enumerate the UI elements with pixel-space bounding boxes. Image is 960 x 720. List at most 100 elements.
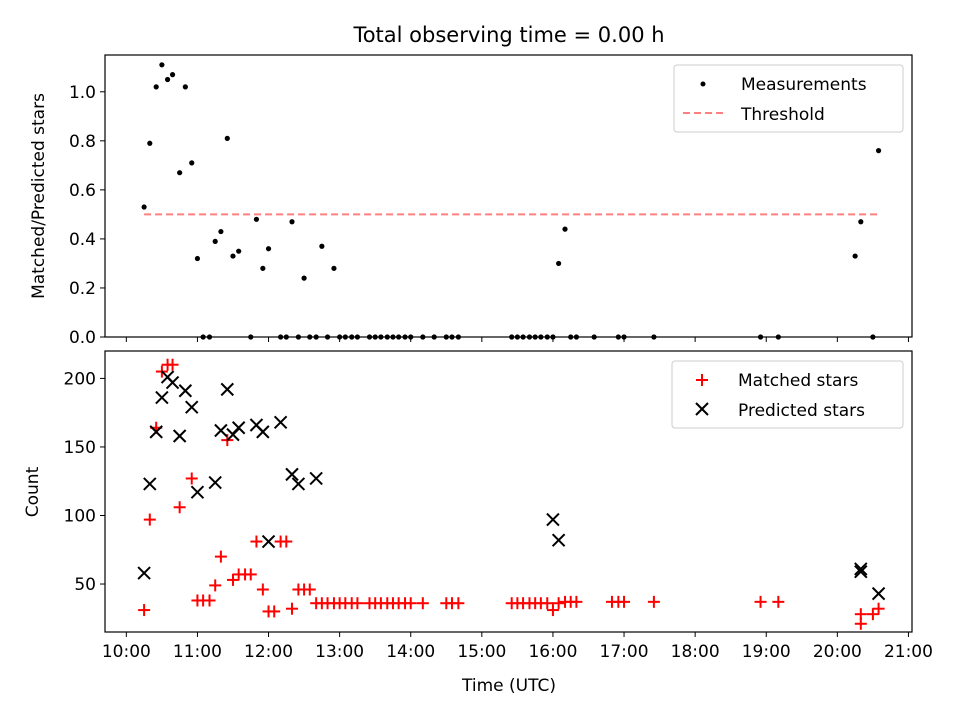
x-tick-label: 12:00 xyxy=(244,642,293,662)
chart-title: Total observing time = 0.00 h xyxy=(352,23,664,47)
bottom-y-tick-label: 50 xyxy=(74,575,96,595)
x-tick-label: 10:00 xyxy=(102,642,151,662)
measurement-point xyxy=(177,170,183,176)
predicted-star-point xyxy=(185,400,199,414)
measurement-point xyxy=(218,228,224,235)
matched-star-point xyxy=(452,597,465,610)
matched-star-point xyxy=(226,573,239,586)
predicted-star-point xyxy=(172,429,187,443)
predicted-star-point xyxy=(214,423,228,438)
x-tick-label: 19:00 xyxy=(742,642,791,662)
predicted-star-point xyxy=(309,471,323,486)
matched-star-point xyxy=(244,568,257,581)
bottom-y-axis-label: Count xyxy=(23,466,43,517)
legend-threshold-label: Threshold xyxy=(740,105,825,125)
predicted-star-point xyxy=(546,512,560,527)
measurement-point xyxy=(164,76,171,83)
legend-predicted-marker xyxy=(695,402,709,416)
measurement-point xyxy=(875,148,882,154)
measurement-point xyxy=(169,72,176,78)
predicted-star-point xyxy=(256,425,270,439)
measurement-point xyxy=(331,265,337,271)
matched-star-point xyxy=(404,597,417,610)
top-y-tick-label: 0.8 xyxy=(69,132,96,152)
predicted-star-point xyxy=(231,421,246,435)
predicted-star-point xyxy=(273,415,288,429)
matched-star-point xyxy=(280,535,293,548)
legend-predicted-label: Predicted stars xyxy=(738,401,865,421)
matched-star-point xyxy=(143,513,156,526)
measurement-point xyxy=(224,135,230,141)
x-tick-label: 21:00 xyxy=(884,642,933,662)
matched-star-point xyxy=(166,358,179,371)
predicted-star-point xyxy=(854,564,868,579)
matched-star-point xyxy=(416,597,429,610)
measurement-point xyxy=(236,248,242,254)
top-y-axis-label: Matched/Predicted stars xyxy=(29,93,49,299)
matched-star-point xyxy=(173,501,186,514)
predicted-star-point xyxy=(137,566,151,580)
measurement-point xyxy=(189,160,195,166)
bottom-y-tick-label: 100 xyxy=(64,506,96,526)
matched-star-point xyxy=(285,602,298,615)
predicted-star-point xyxy=(155,390,169,405)
x-tick-label: 18:00 xyxy=(671,642,720,662)
top-legend: Measurements Threshold xyxy=(673,64,904,133)
measurement-point xyxy=(260,265,266,271)
bottom-panel: 50 100 150 200 10:00 11:00 12:00 13:00 14:00 15:… xyxy=(23,350,933,696)
measurement-point xyxy=(212,238,218,244)
top-y-tick-label: 0.4 xyxy=(69,230,96,250)
predicted-star-point xyxy=(220,382,235,397)
matched-star-point xyxy=(754,595,767,608)
measurement-point xyxy=(852,253,858,259)
top-y-tick-label: 0.0 xyxy=(69,328,96,348)
top-y-tick-label: 0.6 xyxy=(69,181,96,201)
matched-star-point xyxy=(250,535,263,548)
x-tick-label: 15:00 xyxy=(457,642,506,662)
measurement-point xyxy=(147,140,153,146)
predicted-star-point xyxy=(165,375,180,390)
x-tick-label: 11:00 xyxy=(173,642,222,662)
matched-star-point xyxy=(256,583,269,596)
x-tick-label: 14:00 xyxy=(386,642,435,662)
predicted-star-point xyxy=(178,384,193,398)
legend-measurements-marker xyxy=(700,81,706,87)
bottom-y-tick-label: 150 xyxy=(64,438,96,458)
x-tick-label: 20:00 xyxy=(813,642,862,662)
matched-star-point xyxy=(618,595,631,608)
predicted-star-point xyxy=(291,477,306,491)
matched-star-point xyxy=(203,594,216,607)
matched-star-point xyxy=(303,583,316,596)
bottom-y-tick-label: 200 xyxy=(64,369,96,389)
bottom-axes-frame xyxy=(104,350,913,633)
measurement-point xyxy=(194,255,201,262)
measurement-point xyxy=(159,62,165,68)
measurement-point xyxy=(319,243,325,249)
x-axis-label: Time (UTC) xyxy=(461,676,556,696)
measurement-point xyxy=(153,84,159,90)
top-axes-frame xyxy=(104,54,913,338)
top-y-tick-label: 0.2 xyxy=(69,279,96,299)
x-tick-label: 17:00 xyxy=(600,642,649,662)
matched-star-point xyxy=(854,608,867,621)
top-y-tick-label: 1.0 xyxy=(69,83,96,103)
predicted-star-point xyxy=(261,534,276,549)
measurement-point xyxy=(301,275,307,281)
matched-star-point xyxy=(138,604,151,617)
matched-star-point xyxy=(268,605,281,618)
matched-star-point xyxy=(209,579,222,592)
measurement-point xyxy=(141,204,147,210)
measurement-point xyxy=(562,226,568,232)
predicted-star-point xyxy=(149,425,163,439)
legend-matched-marker xyxy=(696,374,708,386)
matched-star-point xyxy=(647,595,660,608)
measurement-point xyxy=(556,260,562,267)
legend-matched-label: Matched stars xyxy=(738,371,858,391)
matched-star-point xyxy=(570,595,583,608)
measurement-point xyxy=(289,219,295,225)
predicted-star-point xyxy=(190,485,205,499)
matched-star-point xyxy=(541,597,554,610)
predicted-star-point xyxy=(854,562,868,576)
x-tick-label: 16:00 xyxy=(528,642,577,662)
